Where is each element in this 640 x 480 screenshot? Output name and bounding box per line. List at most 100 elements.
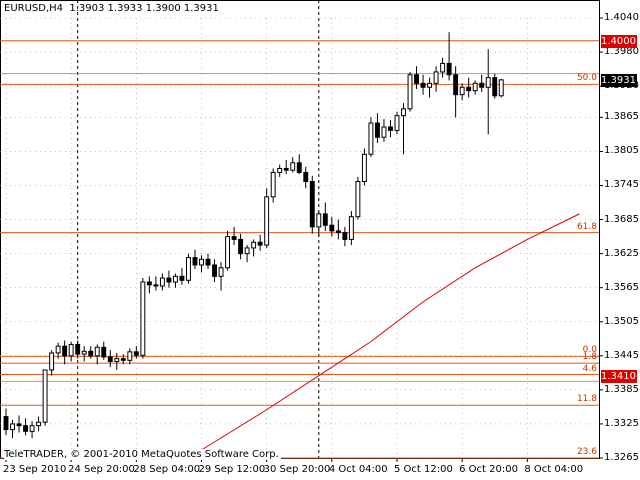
fibo-level-label: 1.8	[582, 352, 597, 363]
candle-body	[238, 238, 244, 255]
candle-body	[498, 79, 504, 97]
candle-body	[179, 275, 185, 281]
y-tick-label: 1.3565	[604, 281, 639, 293]
candle-body	[466, 86, 472, 92]
candle-body	[296, 162, 302, 173]
candle-body	[88, 350, 94, 357]
candle-body	[427, 82, 433, 88]
moving-average-line	[188, 213, 580, 459]
copyright-label: TeleTRADER, © 2001-2010 MetaQuotes Softw…	[4, 449, 281, 460]
candle-body	[3, 416, 9, 431]
y-tick-label: 1.3265	[604, 452, 639, 463]
y-tick-label: 1.3865	[604, 111, 639, 123]
candle-body	[257, 241, 263, 246]
candle-body	[303, 171, 309, 183]
candle-body	[388, 126, 393, 131]
candle-body	[244, 247, 250, 255]
candle-body	[277, 167, 283, 173]
candle-body	[348, 216, 354, 240]
candle-body	[485, 77, 491, 88]
candle-body	[290, 162, 296, 171]
candle-body	[342, 232, 348, 240]
candle-body	[192, 257, 198, 266]
fibo-level-label: 4.6	[582, 363, 597, 374]
y-tick-label: 1.3325	[604, 417, 639, 429]
candle-body	[433, 71, 439, 84]
candle-body	[283, 167, 289, 171]
candle-body	[492, 77, 498, 97]
price-badge: 1.3410	[601, 369, 637, 383]
candle-body	[140, 281, 146, 356]
fibo-level-label: 0.0	[582, 345, 597, 356]
candle-body	[355, 181, 361, 218]
candle-body	[68, 343, 74, 357]
y-tick-label: 1.3625	[604, 247, 639, 259]
y-tick-label: 1.3805	[604, 145, 639, 157]
candle-body	[394, 115, 400, 131]
candle-body	[231, 236, 237, 240]
candle-body	[335, 230, 341, 234]
candle-body	[225, 236, 231, 269]
x-tick-label: 23 Sep 2010	[3, 464, 67, 475]
y-tick-label: 1.3385	[604, 383, 639, 395]
candle-body	[374, 122, 380, 138]
candle-body	[368, 122, 374, 155]
y-tick-label: 1.4040	[604, 12, 639, 23]
candle-body	[49, 352, 55, 371]
candle-body	[153, 284, 159, 287]
candle-body	[55, 345, 61, 354]
candle-body	[316, 213, 322, 228]
candle-body	[453, 74, 459, 96]
x-tick-label: 24 Sep 20:00	[68, 464, 135, 475]
candle-body	[29, 425, 35, 432]
candle-body	[420, 82, 426, 88]
candle-body	[446, 62, 452, 76]
candle-body	[264, 196, 270, 246]
candle-body	[322, 213, 328, 226]
fibo-level-label: 50.0	[576, 73, 597, 84]
x-tick-label: 5 Oct 12:00	[393, 464, 453, 475]
candle-body	[101, 346, 107, 358]
candle-body	[120, 358, 126, 361]
y-tick-label: 1.3505	[604, 315, 639, 327]
x-tick-label: 4 Oct 04:00	[328, 464, 388, 475]
candle-body	[440, 62, 446, 73]
candle-body	[407, 74, 413, 110]
candle-body	[309, 181, 315, 228]
x-tick-label: 6 Oct 20:00	[459, 464, 518, 475]
candle-body	[36, 421, 42, 427]
candle-body	[23, 425, 29, 432]
candle-body	[251, 241, 257, 249]
candle-body	[381, 126, 387, 138]
candle-body	[42, 369, 48, 423]
y-tick-label: 1.3685	[604, 213, 639, 225]
fibo-level-label: 11.8	[576, 394, 597, 405]
candle-body	[146, 281, 152, 286]
x-tick-label: 29 Sep 12:00	[198, 464, 266, 475]
candle-body	[114, 358, 120, 362]
candle-body	[133, 351, 139, 356]
candle-body	[107, 356, 113, 362]
y-tick-label: 1.3445	[604, 349, 639, 361]
candle-body	[414, 74, 419, 84]
candle-body	[159, 277, 165, 287]
candle-body	[205, 258, 211, 266]
candle-body	[94, 346, 100, 357]
candle-body	[212, 264, 217, 277]
candle-body	[459, 86, 465, 96]
candle-body	[479, 82, 485, 88]
price-badge: 1.3931	[601, 73, 637, 87]
fibo-level-label: 23.6	[576, 447, 597, 457]
x-tick-label: 8 Oct 04:00	[524, 464, 584, 475]
candle-body	[270, 171, 276, 198]
candle-body	[199, 258, 204, 266]
candle-body	[329, 224, 335, 232]
candle-body	[172, 275, 178, 283]
candle-body	[16, 423, 22, 427]
candle-body	[127, 351, 133, 361]
y-tick-label: 1.3980	[604, 46, 639, 58]
candle-body	[361, 153, 367, 183]
price-badge: 1.4000	[601, 34, 637, 48]
